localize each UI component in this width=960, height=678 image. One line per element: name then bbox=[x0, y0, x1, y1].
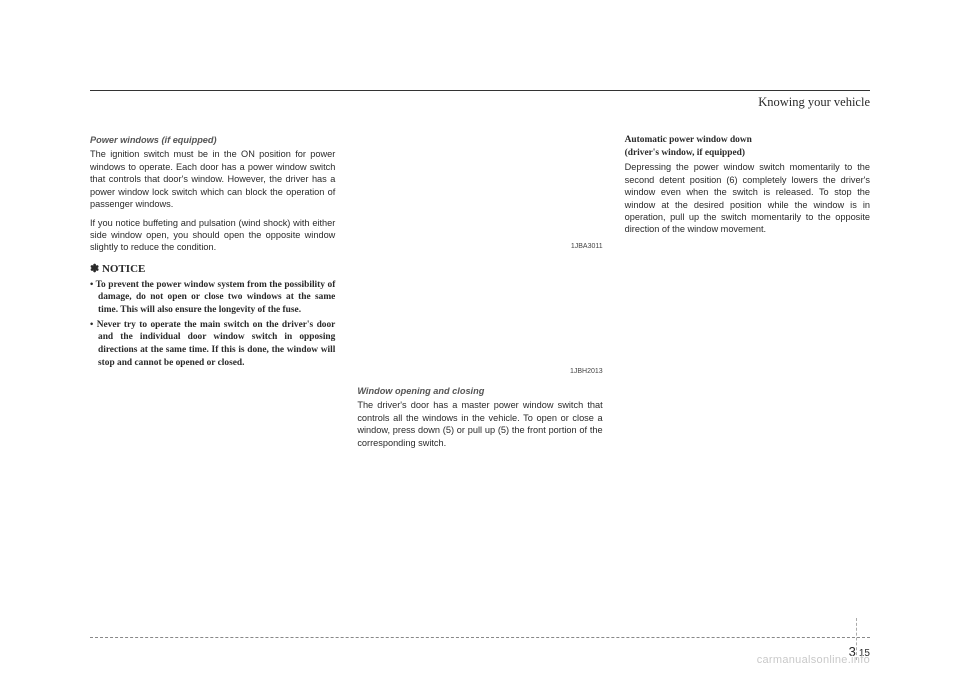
column-3: Automatic power window down (driver's wi… bbox=[625, 134, 870, 455]
col3-heading-line2: (driver's window, if equipped) bbox=[625, 147, 870, 160]
manual-page: Knowing your vehicle Power windows (if e… bbox=[0, 0, 960, 678]
notice-item-2: • Never try to operate the main switch o… bbox=[90, 319, 335, 370]
figure-1-placeholder bbox=[357, 134, 602, 242]
col3-heading-line1: Automatic power window down bbox=[625, 134, 870, 147]
col1-para2: If you notice buffeting and pulsation (w… bbox=[90, 217, 335, 254]
figure-2-placeholder bbox=[357, 259, 602, 367]
figure-2-code: 1JBH2013 bbox=[357, 367, 602, 376]
notice-list: • To prevent the power window system fro… bbox=[90, 279, 335, 370]
header-rule bbox=[90, 90, 870, 91]
notice-item-1: • To prevent the power window system fro… bbox=[90, 279, 335, 317]
content-columns: Power windows (if equipped) The ignition… bbox=[90, 134, 870, 455]
col3-para1: Depressing the power window switch momen… bbox=[625, 161, 870, 236]
watermark-text: carmanualsonline.info bbox=[757, 654, 870, 666]
section-title: Knowing your vehicle bbox=[90, 95, 870, 110]
column-1: Power windows (if equipped) The ignition… bbox=[90, 134, 335, 455]
col1-heading: Power windows (if equipped) bbox=[90, 134, 335, 146]
col1-para1: The ignition switch must be in the ON po… bbox=[90, 148, 335, 210]
col2-heading: Window opening and closing bbox=[357, 385, 602, 397]
column-2: 1JBA3011 1JBH2013 Window opening and clo… bbox=[357, 134, 602, 455]
page-footer: 315 bbox=[90, 637, 870, 640]
notice-heading: ✽ NOTICE bbox=[90, 262, 335, 277]
figure-1-code: 1JBA3011 bbox=[357, 242, 602, 251]
col2-para1: The driver's door has a master power win… bbox=[357, 399, 602, 449]
